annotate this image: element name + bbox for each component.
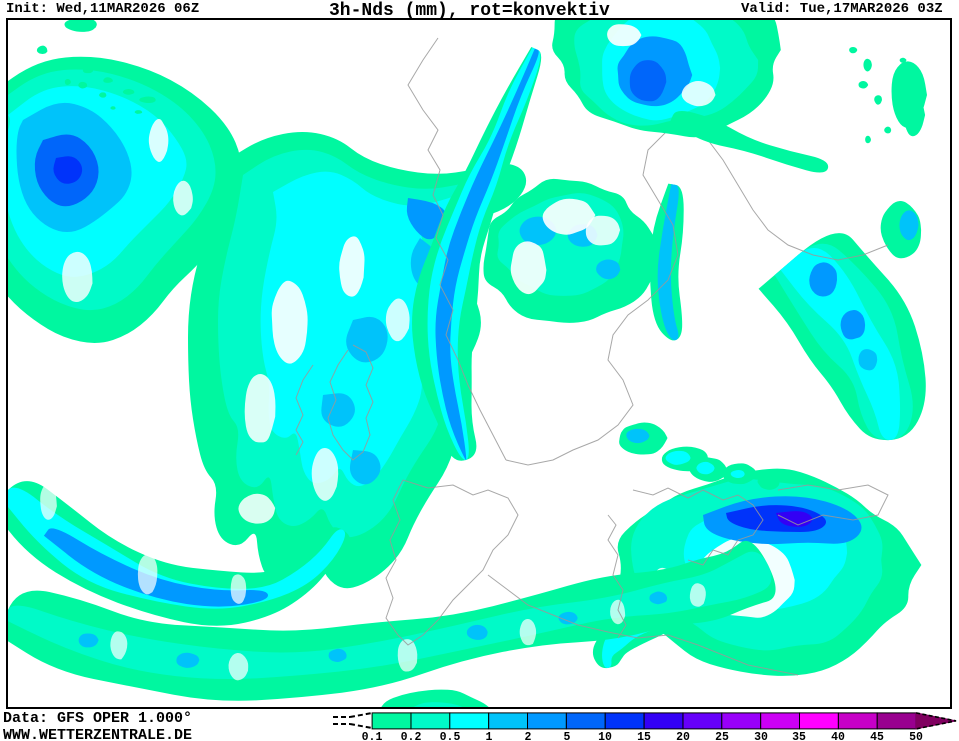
svg-text:40: 40 (831, 731, 845, 741)
svg-text:20: 20 (676, 731, 690, 741)
svg-text:0.5: 0.5 (440, 731, 461, 741)
svg-text:30: 30 (754, 731, 768, 741)
svg-text:1: 1 (486, 731, 493, 741)
svg-text:35: 35 (792, 731, 806, 741)
svg-text:45: 45 (870, 731, 884, 741)
svg-text:0.1: 0.1 (362, 731, 383, 741)
svg-text:50: 50 (909, 731, 923, 741)
svg-text:2: 2 (525, 731, 532, 741)
svg-text:10: 10 (598, 731, 612, 741)
svg-text:15: 15 (637, 731, 651, 741)
svg-text:0.2: 0.2 (401, 731, 422, 741)
svg-text:25: 25 (715, 731, 729, 741)
svg-text:5: 5 (564, 731, 571, 741)
